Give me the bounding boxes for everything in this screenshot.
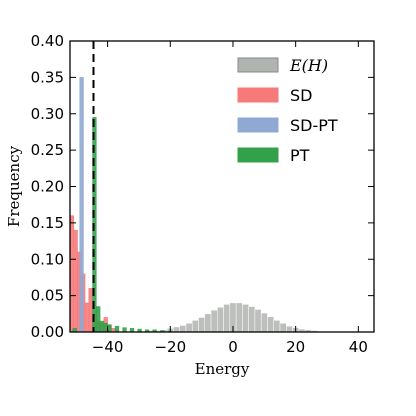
bar-e-h <box>260 312 268 332</box>
legend-label-sd-pt: SD-PT <box>290 116 338 135</box>
series-pt <box>72 117 172 332</box>
bar-sd <box>88 288 93 332</box>
bar-e-h <box>210 309 218 332</box>
bar-sd <box>84 302 90 332</box>
y-tick-label: 0.30 <box>31 105 64 123</box>
x-tick-label: 20 <box>286 338 305 356</box>
x-axis-label: Energy <box>195 360 250 378</box>
bar-e-h <box>248 306 256 332</box>
bar-pt <box>107 324 112 332</box>
legend-label-pt: PT <box>290 146 310 165</box>
bar-e-h <box>217 307 224 332</box>
bar-e-h <box>254 309 262 332</box>
y-tick-label: 0.25 <box>31 141 64 159</box>
bar-e-h <box>185 323 193 332</box>
bar-e-h <box>204 313 212 332</box>
bar-pt <box>103 323 108 332</box>
y-tick-label: 0.15 <box>31 214 64 232</box>
legend-swatch-pt <box>237 147 279 163</box>
x-tick-label: −40 <box>92 338 124 356</box>
bar-pt <box>114 325 120 332</box>
bar-sd <box>73 229 78 332</box>
legend-swatch-e-h <box>237 57 279 73</box>
y-tick-label: 0.35 <box>31 68 64 86</box>
y-tick-label: 0.05 <box>31 287 64 305</box>
bar-e-h <box>242 304 249 332</box>
bar-e-h <box>235 302 243 332</box>
series-sd-pt <box>79 77 84 332</box>
bar-e-h <box>191 320 199 332</box>
legend: E(H) SD SD-PT PT <box>237 56 338 165</box>
bar-e-h <box>173 326 180 332</box>
bar-e-h <box>223 304 231 332</box>
y-tick-label: 0.00 <box>31 323 64 341</box>
legend-label-e-h: E(H) <box>289 56 328 75</box>
legend-label-sd: SD <box>290 86 312 105</box>
bar-e-h <box>179 325 187 332</box>
bar-pt <box>160 330 165 332</box>
bar-pt <box>99 320 105 332</box>
x-tick-label: 40 <box>349 338 368 356</box>
bar-pt <box>122 327 127 332</box>
bar-e-h <box>279 323 287 332</box>
bar-e-h <box>273 320 281 332</box>
bar-pt <box>152 329 157 332</box>
legend-swatch-sd <box>237 87 279 103</box>
bar-e-h <box>285 325 293 332</box>
x-axis: −40 −20 0 20 40 <box>92 41 368 356</box>
y-tick-label: 0.20 <box>31 178 64 196</box>
bar-e-h <box>267 316 274 332</box>
bar-sd-pt <box>79 77 84 332</box>
y-tick-label: 0.40 <box>31 32 64 50</box>
bar-pt <box>96 306 101 332</box>
plot-frame <box>69 40 375 333</box>
y-tick-label: 0.10 <box>31 250 64 268</box>
x-tick-label: −20 <box>154 338 186 356</box>
legend-swatch-sd-pt <box>237 117 279 133</box>
bar-pt <box>144 329 150 332</box>
bar-e-h <box>198 317 206 332</box>
x-tick-label: 0 <box>228 338 238 356</box>
y-axis: 0.00 0.05 0.10 0.15 0.20 0.25 0.30 0.35 0.40 <box>31 32 374 341</box>
y-axis-label: Frequency <box>5 145 23 227</box>
